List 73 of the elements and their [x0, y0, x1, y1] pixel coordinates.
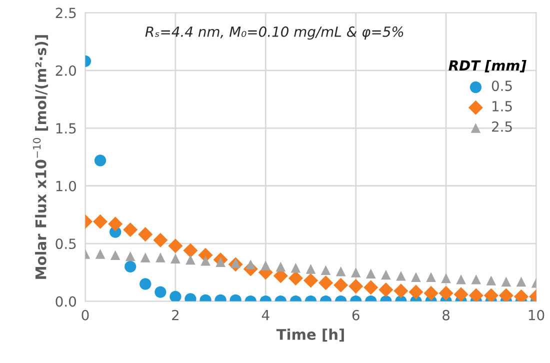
x-tick-label: 8: [442, 310, 450, 320]
y-tick-label: 2.0: [56, 65, 76, 76]
point: [426, 272, 436, 282]
point: [350, 268, 361, 278]
point: [498, 288, 514, 302]
point: [456, 274, 466, 284]
x-tick-label: 4: [262, 310, 270, 320]
point: [170, 254, 180, 264]
point: [364, 280, 378, 295]
point: [334, 278, 348, 292]
point: [318, 276, 334, 290]
y-tick-label: 0.0: [56, 296, 76, 307]
point: [140, 278, 152, 290]
point: [320, 265, 331, 276]
point: [336, 266, 346, 276]
point: [140, 252, 150, 262]
point: [378, 282, 394, 298]
x-tick-label: 2: [172, 310, 178, 320]
legend-label: 2.5: [492, 121, 512, 132]
point: [396, 270, 406, 281]
point: [124, 260, 136, 272]
point: [348, 279, 364, 294]
point: [153, 232, 168, 248]
point: [366, 268, 376, 278]
point: [501, 276, 512, 287]
point: [156, 252, 166, 262]
point: [441, 273, 451, 284]
point: [276, 262, 286, 272]
annotation: Rₛ=4.4 nm, M₀=0.10 mg/mL & φ=5%: [145, 26, 404, 40]
point: [168, 238, 183, 254]
point: [394, 284, 408, 298]
y-tick-label: 1.0: [56, 180, 76, 192]
point: [138, 227, 153, 242]
point: [95, 249, 106, 259]
point: [306, 264, 316, 274]
point: [290, 262, 301, 273]
point: [486, 276, 496, 286]
point: [170, 290, 182, 302]
point: [183, 243, 198, 258]
point: [125, 251, 136, 262]
point: [123, 222, 138, 238]
point: [516, 276, 526, 287]
point: [408, 284, 424, 300]
point: [454, 287, 468, 302]
point: [260, 260, 271, 270]
point: [411, 272, 421, 282]
legend-label: 1.5: [492, 101, 512, 112]
point: [471, 274, 482, 284]
y-axis-title: Molar Flux x10$^{−10}$ [mol/(m²·s)]: [32, 35, 48, 279]
point: [424, 286, 438, 300]
point: [110, 250, 120, 260]
x-tick-label: 10: [528, 310, 544, 320]
point: [200, 256, 210, 266]
point: [154, 286, 166, 298]
y-tick-label: 1.5: [56, 123, 76, 134]
point: [484, 288, 498, 302]
point: [186, 254, 196, 265]
x-tick-label: 6: [352, 310, 360, 320]
y-tick-label: 0.5: [56, 238, 76, 250]
legend-label: 0.5: [492, 80, 512, 92]
point: [303, 273, 318, 288]
point: [288, 270, 304, 286]
point: [246, 259, 256, 270]
point: [381, 270, 391, 280]
point: [108, 216, 123, 232]
x-tick-label: 0: [82, 310, 89, 320]
point: [94, 154, 106, 166]
point: [468, 288, 484, 302]
y-tick-label: 2.5: [56, 8, 76, 18]
point: [92, 214, 108, 229]
point: [438, 286, 454, 300]
x-axis-title: Time [h]: [276, 328, 344, 342]
legend-title: RDT [mm]: [448, 60, 526, 72]
